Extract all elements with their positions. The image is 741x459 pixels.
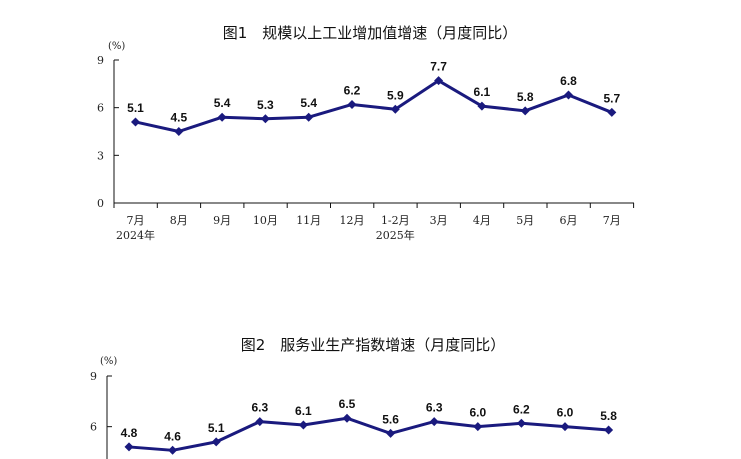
c2-data-label: 6.3 — [426, 401, 443, 415]
c1-data-point — [347, 99, 357, 109]
c2-data-label: 6.1 — [295, 404, 312, 418]
c2-ytick-label: 9 — [90, 370, 97, 383]
c1-data-point — [174, 127, 184, 136]
c2-data-label: 6.0 — [469, 406, 486, 420]
c2-data-point — [473, 422, 483, 432]
c2-data-point — [124, 442, 134, 452]
c2-data-label: 6.2 — [513, 402, 530, 416]
chart2-unit-label: (%) — [100, 356, 117, 367]
c1-data-point — [304, 112, 314, 122]
c1-xtick-label: 10月 — [253, 214, 278, 227]
c1-xtick-label: 12月 — [340, 214, 365, 227]
c2-ytick-label: 6 — [90, 421, 97, 434]
c1-data-label: 5.1 — [127, 101, 144, 115]
c2-data-point — [168, 445, 178, 455]
c2-data-point — [255, 417, 265, 427]
c2-data-point — [386, 428, 396, 438]
c1-xtick-label: 5月 — [516, 214, 534, 227]
c1-xtick-label: 11月 — [296, 214, 321, 227]
c1-data-point — [564, 90, 573, 100]
chart1-series-line — [135, 79, 613, 133]
c1-data-point — [217, 112, 227, 122]
c1-data-label: 6.1 — [474, 85, 491, 99]
c1-xtick-sublabel: 2024年 — [116, 228, 155, 242]
c2-data-point — [342, 413, 352, 423]
c1-xtick-label: 8月 — [170, 214, 188, 227]
c2-data-point — [560, 422, 570, 432]
c1-data-label: 5.8 — [517, 90, 534, 104]
c2-data-label: 4.8 — [121, 426, 138, 440]
c1-data-point — [434, 76, 444, 86]
c1-xtick-sublabel: 2025年 — [376, 228, 415, 242]
c1-ytick-label: 3 — [97, 149, 104, 162]
c2-data-point — [516, 418, 526, 428]
c1-data-point — [260, 114, 270, 124]
c2-data-label: 6.5 — [339, 397, 356, 411]
c1-data-point — [131, 117, 140, 127]
c2-data-label: 5.8 — [600, 409, 617, 423]
chart1-unit-label: (%) — [108, 41, 125, 52]
c1-data-label: 5.3 — [257, 98, 274, 112]
c2-data-label: 6.0 — [557, 406, 574, 420]
c2-data-label: 5.1 — [208, 421, 225, 435]
c1-data-label: 6.2 — [344, 83, 361, 97]
c1-data-point — [520, 106, 530, 116]
c2-data-point — [211, 437, 221, 447]
c1-data-label: 7.7 — [430, 60, 447, 74]
c2-data-label: 4.6 — [164, 429, 181, 443]
c1-xtick-label: 4月 — [473, 214, 491, 227]
c1-data-label: 6.8 — [560, 74, 577, 88]
c1-ytick-label: 9 — [97, 54, 104, 67]
c1-data-point — [477, 101, 487, 111]
c1-xtick-label: 1-2月 — [381, 214, 410, 227]
c2-data-point — [429, 417, 439, 427]
c2-data-point — [298, 420, 308, 430]
c1-data-label: 5.9 — [387, 88, 404, 102]
chart1-title: 图1 规模以上工业增加值增速（月度同比） — [223, 24, 518, 42]
chart-services-growth: 图2 服务业生产指数增速（月度同比） (%) 6 9 4.8 4.6 5.1 6.3 6.… — [90, 336, 617, 459]
chart2-series-line — [128, 416, 609, 452]
c1-data-label: 4.5 — [170, 111, 187, 125]
c1-data-point — [607, 107, 617, 117]
c1-data-label: 5.4 — [214, 96, 231, 110]
c1-data-point — [390, 104, 400, 114]
chart2-title: 图2 服务业生产指数增速（月度同比） — [241, 336, 506, 354]
c2-data-point — [604, 425, 614, 435]
c1-xtick-label: 9月 — [213, 214, 231, 227]
c2-data-label: 5.6 — [382, 412, 399, 426]
c1-ytick-label: 6 — [97, 102, 104, 115]
c1-xtick-label: 7月 — [603, 214, 621, 227]
c1-xtick-label: 3月 — [430, 214, 448, 227]
c2-data-label: 6.3 — [251, 401, 268, 415]
c1-data-label: 5.4 — [300, 96, 317, 110]
c1-xtick-label: 6月 — [560, 214, 578, 227]
c1-data-label: 5.7 — [603, 91, 620, 105]
c1-xtick-label: 7月 — [127, 214, 145, 227]
c1-ytick-label: 0 — [97, 197, 104, 210]
